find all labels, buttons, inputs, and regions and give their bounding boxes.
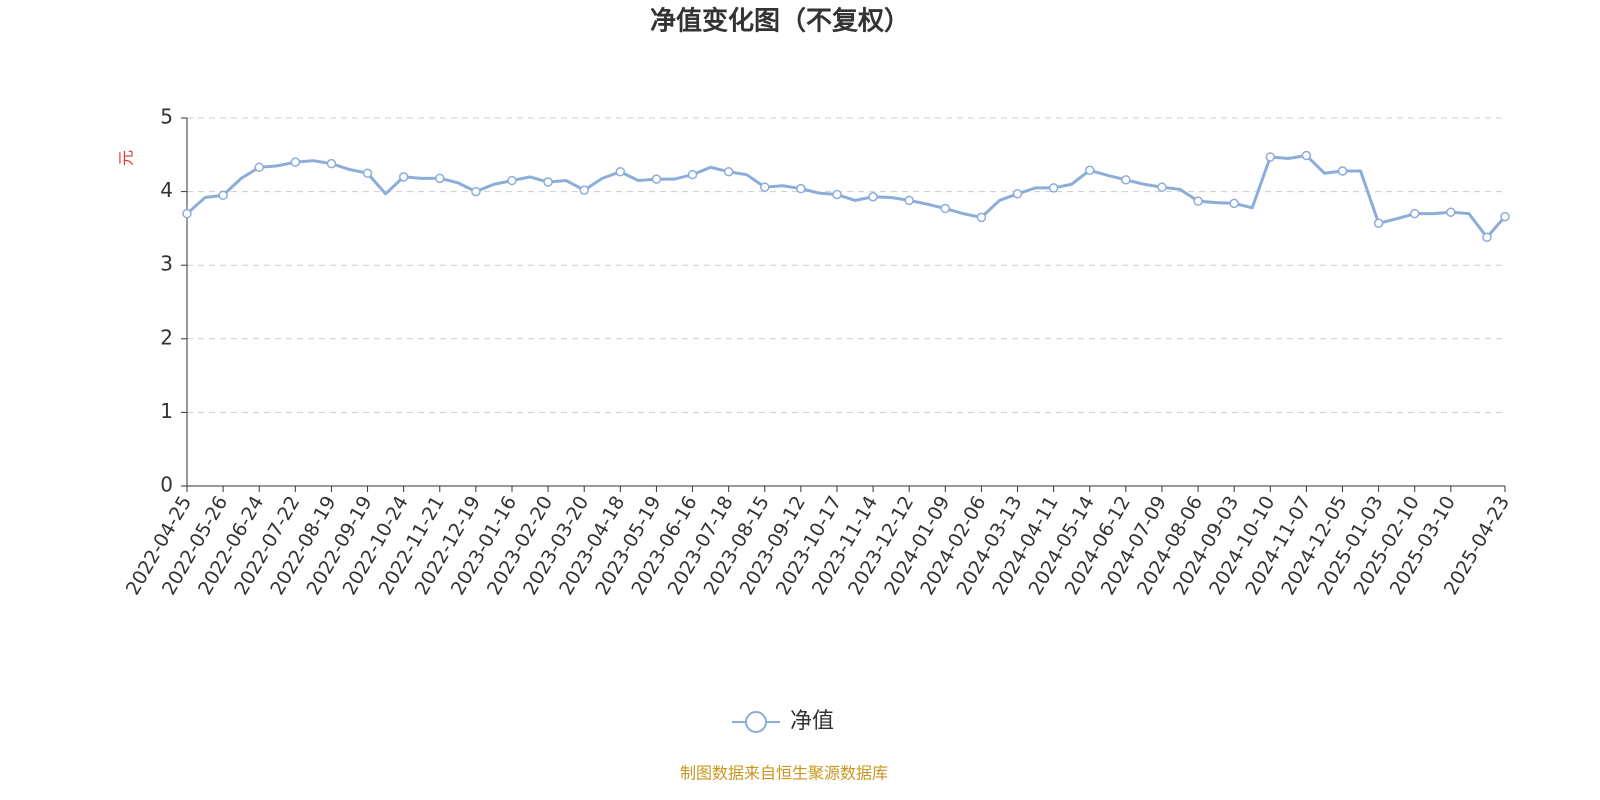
point bbox=[362, 168, 373, 178]
point bbox=[1157, 182, 1167, 192]
line bbox=[185, 154, 1507, 239]
source-note: 制图数据来自恒生聚源数据库 bbox=[680, 764, 888, 783]
point bbox=[1446, 207, 1456, 217]
point bbox=[471, 186, 481, 197]
y-tick-label: 3 bbox=[160, 252, 173, 276]
point bbox=[182, 208, 192, 219]
point bbox=[832, 189, 842, 200]
point bbox=[1337, 166, 1348, 176]
y-tick-label: 5 bbox=[160, 105, 173, 129]
point bbox=[1482, 232, 1492, 242]
point bbox=[579, 185, 589, 195]
point bbox=[254, 162, 264, 173]
point bbox=[1500, 211, 1510, 222]
y-tick-label: 0 bbox=[160, 473, 173, 497]
y-tick-label: 4 bbox=[160, 178, 173, 202]
y-tick-label: 1 bbox=[160, 399, 173, 423]
point bbox=[326, 158, 337, 169]
point bbox=[507, 175, 517, 186]
point bbox=[1121, 175, 1131, 185]
point bbox=[1229, 198, 1239, 209]
point bbox=[1409, 208, 1420, 219]
point bbox=[1084, 165, 1095, 176]
point bbox=[723, 166, 734, 177]
point bbox=[687, 169, 698, 180]
point bbox=[760, 182, 770, 192]
y-tick-label: 2 bbox=[160, 325, 173, 349]
legend-label: 净值 bbox=[790, 709, 834, 734]
point bbox=[976, 212, 987, 223]
point bbox=[796, 183, 806, 194]
point bbox=[1373, 218, 1384, 228]
point bbox=[1265, 152, 1276, 162]
point bbox=[1012, 189, 1023, 199]
point bbox=[868, 192, 878, 202]
point bbox=[435, 173, 445, 184]
point bbox=[940, 203, 951, 214]
point bbox=[398, 172, 409, 182]
point bbox=[1301, 150, 1312, 161]
chart-title: 净值变化图（不复权） bbox=[650, 6, 910, 37]
legend-marker bbox=[745, 711, 767, 733]
point bbox=[615, 166, 626, 177]
point bbox=[290, 157, 301, 167]
y-axis-label: 元 bbox=[117, 150, 136, 166]
point bbox=[218, 190, 228, 201]
point bbox=[1048, 183, 1059, 193]
point bbox=[543, 177, 553, 187]
point bbox=[904, 195, 914, 206]
point bbox=[1193, 196, 1203, 206]
point bbox=[651, 174, 662, 184]
